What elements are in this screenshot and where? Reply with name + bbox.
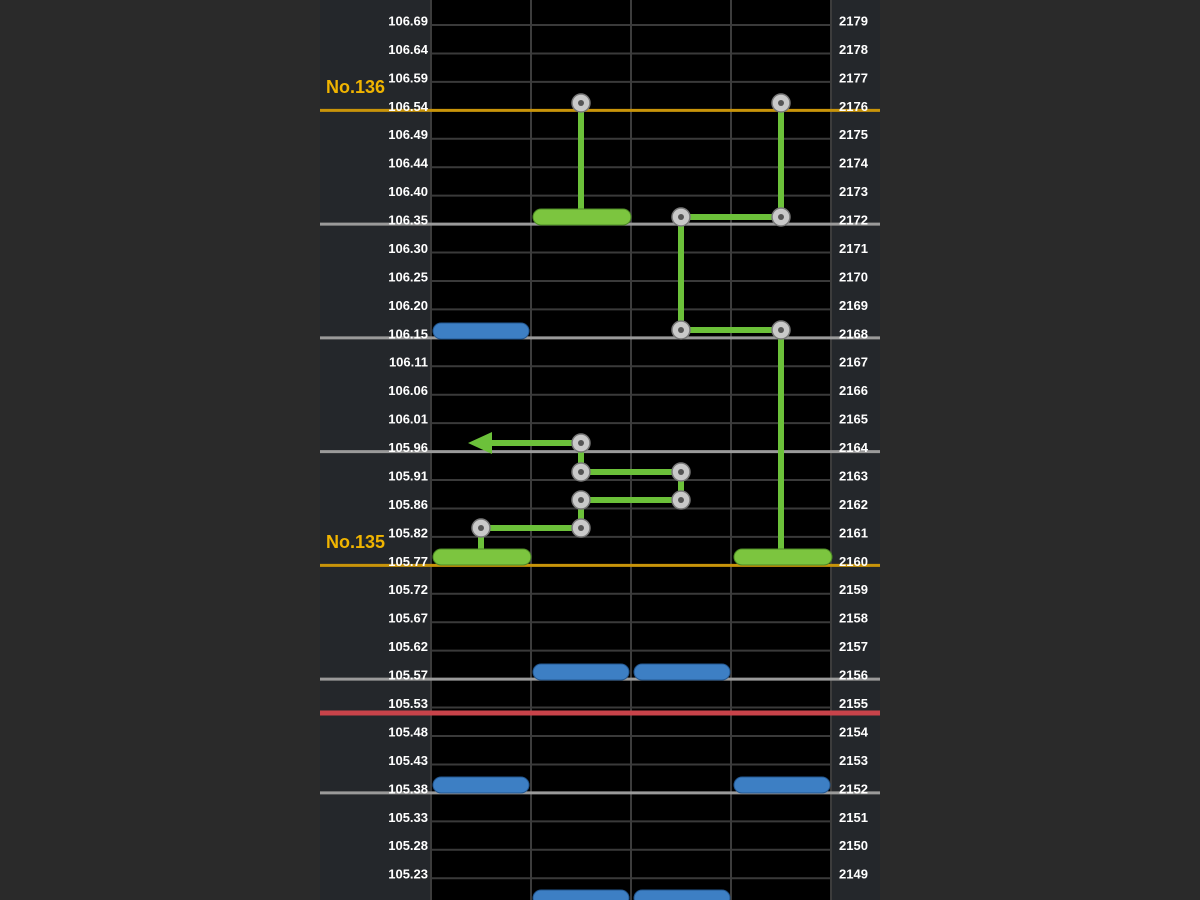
time-label: 105.43 [388, 753, 428, 768]
time-label: 106.69 [388, 13, 428, 28]
blue-note [432, 776, 530, 794]
beat-label: 2177 [839, 70, 868, 85]
blue-note [633, 889, 731, 900]
measure-label: No.136 [326, 77, 385, 97]
beat-label: 2175 [839, 127, 868, 142]
slide-node-center [578, 440, 584, 446]
time-label: 106.25 [388, 269, 428, 284]
time-label: 106.44 [388, 156, 429, 171]
beat-label: 2154 [839, 724, 869, 739]
beat-label: 2165 [839, 412, 868, 427]
beat-label: 2171 [839, 241, 868, 256]
time-label: 105.96 [388, 440, 428, 455]
beat-column [830, 0, 880, 900]
tap-notes [432, 322, 831, 900]
beat-label: 2163 [839, 468, 868, 483]
green-note [432, 548, 532, 566]
blue-note [733, 776, 831, 794]
time-label: 106.64 [388, 42, 429, 57]
slide-node-center [578, 100, 584, 106]
lane-dividers [430, 0, 832, 900]
time-label: 105.77 [388, 554, 428, 569]
time-label: 105.48 [388, 724, 428, 739]
beat-label: 2170 [839, 269, 868, 284]
time-label: 106.20 [388, 298, 428, 313]
beat-label: 2169 [839, 298, 868, 313]
beat-label: 2157 [839, 639, 868, 654]
time-label: 105.91 [388, 468, 428, 483]
beat-label: 2176 [839, 99, 868, 114]
blue-note [532, 889, 630, 900]
beat-label: 2162 [839, 497, 868, 512]
measure-label: No.135 [326, 532, 385, 552]
time-label: 105.82 [388, 525, 428, 540]
slide-node-center [678, 327, 684, 333]
time-label: 106.59 [388, 70, 428, 85]
green-note [733, 548, 833, 566]
slide-node-center [778, 100, 784, 106]
beat-label: 2166 [839, 383, 868, 398]
time-label: 105.23 [388, 867, 428, 882]
beat-label: 2167 [839, 355, 868, 370]
slide-node-center [578, 469, 584, 475]
time-label: 106.30 [388, 241, 428, 256]
time-label: 105.72 [388, 582, 428, 597]
slide-path [678, 103, 784, 557]
beat-label: 2164 [839, 440, 869, 455]
time-label: 105.33 [388, 810, 428, 825]
beat-label: 2156 [839, 668, 868, 683]
time-label: 105.86 [388, 497, 428, 512]
beat-label: 2160 [839, 554, 868, 569]
slide-node-center [678, 214, 684, 220]
beat-label: 2173 [839, 184, 868, 199]
blue-note [432, 322, 530, 340]
beat-label: 2161 [839, 525, 868, 540]
slide-node-center [778, 327, 784, 333]
time-label: 106.15 [388, 326, 428, 341]
beat-label: 2151 [839, 810, 868, 825]
time-column [320, 0, 430, 900]
slide-node-center [478, 525, 484, 531]
notes [432, 93, 833, 900]
slide-node-center [678, 497, 684, 503]
slide-node-center [678, 469, 684, 475]
time-label: 106.35 [388, 213, 428, 228]
blue-note [633, 663, 731, 681]
time-label: 106.01 [388, 412, 428, 427]
time-label: 105.67 [388, 611, 428, 626]
time-label: 105.28 [388, 838, 428, 853]
beat-label: 2178 [839, 42, 868, 57]
blue-note [532, 663, 630, 681]
time-label: 105.57 [388, 668, 428, 683]
beat-label: 2149 [839, 867, 868, 882]
time-label: 105.53 [388, 696, 428, 711]
beat-label: 2159 [839, 582, 868, 597]
time-label: 106.06 [388, 383, 428, 398]
hold-notes [432, 208, 833, 566]
time-label: 105.38 [388, 781, 428, 796]
time-label: 105.62 [388, 639, 428, 654]
beat-label: 2150 [839, 838, 868, 853]
green-note [532, 208, 632, 226]
time-label: 106.54 [388, 99, 429, 114]
beat-label: 2152 [839, 781, 868, 796]
labels: 106.69 2179 106.64 2178 106.59 2177 106.54 2176… [326, 13, 869, 881]
beat-label: 2179 [839, 13, 868, 28]
beat-label: 2158 [839, 611, 868, 626]
slide-node-center [578, 497, 584, 503]
beat-label: 2174 [839, 156, 869, 171]
beat-label: 2172 [839, 213, 868, 228]
flick-arrow [468, 432, 492, 454]
beat-label: 2153 [839, 753, 868, 768]
time-label: 106.49 [388, 127, 428, 142]
slide-nodes [471, 93, 791, 538]
beat-label: 2168 [839, 326, 868, 341]
slide-node-center [578, 525, 584, 531]
beat-label: 2155 [839, 696, 868, 711]
time-label: 106.40 [388, 184, 428, 199]
time-label: 106.11 [389, 355, 428, 370]
slide-node-center [778, 214, 784, 220]
